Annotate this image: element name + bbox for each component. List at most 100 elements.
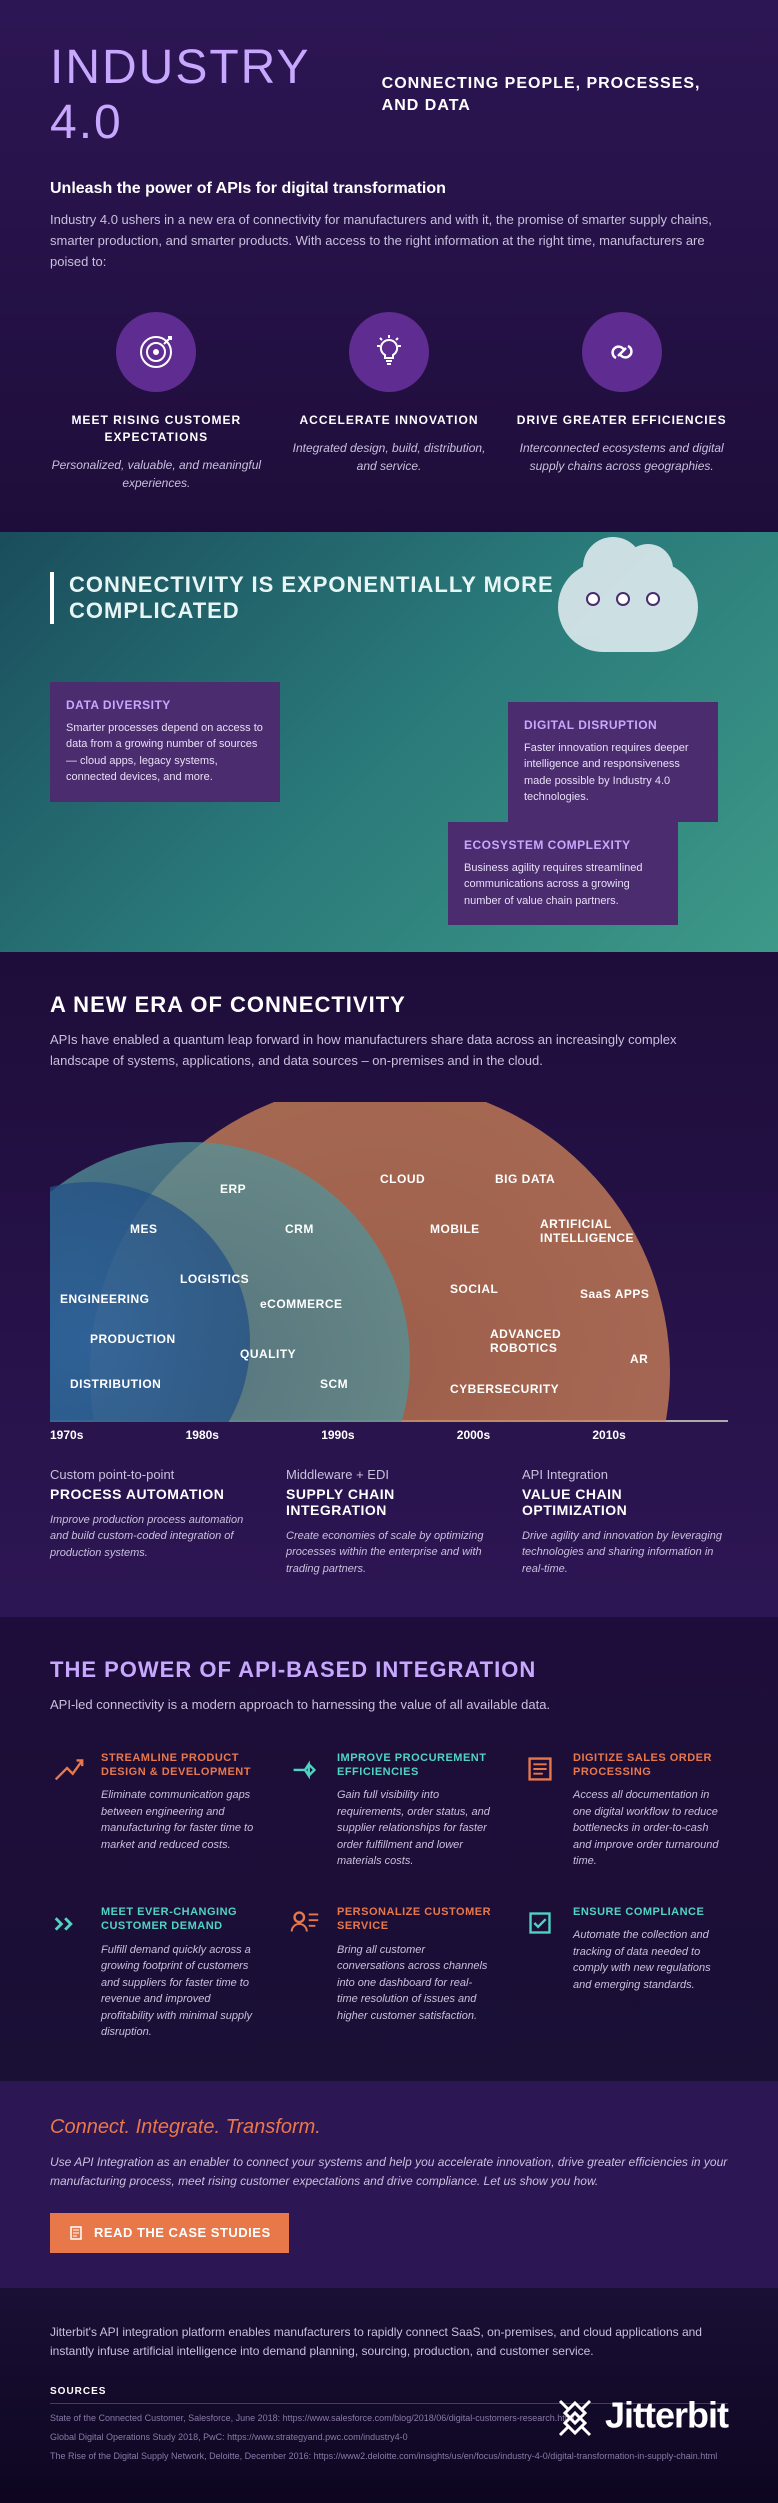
era-name: VALUE CHAIN OPTIMIZATION: [522, 1486, 728, 1518]
venn-label: SaaS APPS: [580, 1287, 649, 1301]
logo-mark-icon: [550, 2393, 600, 2443]
benefit-title: IMPROVE PROCUREMENT EFFICIENCIES: [337, 1751, 492, 1780]
jitterbit-logo: Jitterbit: [550, 2393, 728, 2443]
venn-labels: ENGINEERING PRODUCTION DISTRIBUTION MES …: [50, 1102, 728, 1422]
info-box-title: DIGITAL DISRUPTION: [524, 718, 702, 732]
venn-label: ENGINEERING: [60, 1292, 150, 1306]
venn-label: CYBERSECURITY: [450, 1382, 559, 1396]
benefit-desc: Gain full visibility into requirements, …: [337, 1787, 492, 1870]
venn-label: ERP: [220, 1182, 246, 1196]
venn-label: CRM: [285, 1222, 314, 1236]
benefit-desc: Fulfill demand quickly across a growing …: [101, 1942, 256, 2041]
read-case-studies-button[interactable]: READ THE CASE STUDIES: [50, 2213, 289, 2253]
subtitle: Unleash the power of APIs for digital tr…: [50, 180, 728, 198]
era-sub: API Integration: [522, 1467, 728, 1482]
benefit-icon: [50, 1751, 86, 1787]
lightbulb-icon: [349, 312, 429, 392]
benefit-icon: [286, 1751, 322, 1787]
target-icon: [116, 312, 196, 392]
venn-label: ADVANCED ROBOTICS: [490, 1327, 580, 1355]
era-columns: Custom point-to-point PROCESS AUTOMATION…: [50, 1467, 728, 1578]
venn-label: ARTIFICIAL INTELLIGENCE: [540, 1217, 640, 1245]
venn-label: SOCIAL: [450, 1282, 498, 1296]
info-box-text: Business agility requires streamlined co…: [464, 860, 662, 910]
benefit-title: MEET EVER-CHANGING CUSTOMER DEMAND: [101, 1905, 256, 1934]
venn-diagram: ENGINEERING PRODUCTION DISTRIBUTION MES …: [50, 1102, 728, 1422]
benefit-icon: [522, 1905, 558, 1941]
benefit-icon: [50, 1905, 86, 1941]
logo-text: Jitterbit: [605, 2395, 728, 2436]
era-section: A NEW ERA OF CONNECTIVITY APIs have enab…: [0, 952, 778, 1617]
era-name: PROCESS AUTOMATION: [50, 1486, 256, 1502]
era-sub: Middleware + EDI: [286, 1467, 492, 1482]
benefit-title: STREAMLINE PRODUCT DESIGN & DEVELOPMENT: [101, 1751, 256, 1780]
pillar-desc: Interconnected ecosystems and digital su…: [515, 439, 728, 475]
benefit-desc: Access all documentation in one digital …: [573, 1787, 728, 1870]
venn-label: QUALITY: [240, 1347, 296, 1361]
venn-label: MES: [130, 1222, 158, 1236]
timeline: 1970s 1980s 1990s 2000s 2010s: [50, 1420, 728, 1442]
pillars-row: MEET RISING CUSTOMER EXPECTATIONS Person…: [50, 312, 728, 492]
header-section: INDUSTRY 4.0 CONNECTING PEOPLE, PROCESSE…: [0, 0, 778, 532]
source-item: The Rise of the Digital Supply Network, …: [50, 2450, 728, 2463]
venn-label: AR: [630, 1352, 648, 1366]
venn-label: LOGISTICS: [180, 1272, 249, 1286]
benefit-title: PERSONALIZE CUSTOMER SERVICE: [337, 1905, 492, 1934]
benefit-title: DIGITIZE SALES ORDER PROCESSING: [573, 1751, 728, 1780]
timeline-decade: 1970s: [50, 1428, 186, 1442]
benefit-icon: [286, 1905, 322, 1941]
era-col-supply: Middleware + EDI SUPPLY CHAIN INTEGRATIO…: [286, 1467, 492, 1578]
chain-icon: [582, 312, 662, 392]
timeline-decade: 1980s: [186, 1428, 322, 1442]
venn-label: SCM: [320, 1377, 348, 1391]
benefit-item: MEET EVER-CHANGING CUSTOMER DEMAND Fulfil…: [50, 1905, 256, 2041]
venn-label: DISTRIBUTION: [70, 1377, 161, 1391]
timeline-decade: 2010s: [592, 1428, 728, 1442]
document-icon: [68, 2225, 84, 2241]
intro-text: Industry 4.0 ushers in a new era of conn…: [50, 210, 728, 272]
benefit-desc: Eliminate communication gaps between eng…: [101, 1787, 256, 1853]
cta-text: Use API Integration as an enabler to con…: [50, 2153, 728, 2191]
pillar-title: MEET RISING CUSTOMER EXPECTATIONS: [50, 412, 263, 446]
benefit-item: DIGITIZE SALES ORDER PROCESSING Access al…: [522, 1751, 728, 1870]
venn-label: PRODUCTION: [90, 1332, 176, 1346]
title-row: INDUSTRY 4.0 CONNECTING PEOPLE, PROCESSE…: [50, 40, 728, 150]
benefit-icon: [522, 1751, 558, 1787]
cloud-nodes-icon: [578, 592, 668, 611]
timeline-decade: 2000s: [457, 1428, 593, 1442]
connectivity-section: CONNECTIVITY IS EXPONENTIALLY MORE COMPL…: [0, 532, 778, 952]
venn-label: CLOUD: [380, 1172, 425, 1186]
main-title: INDUSTRY 4.0: [50, 40, 342, 150]
info-box-text: Smarter processes depend on access to da…: [66, 720, 264, 786]
info-box-data-diversity: DATA DIVERSITY Smarter processes depend …: [50, 682, 280, 802]
benefit-grid: STREAMLINE PRODUCT DESIGN & DEVELOPMENT E…: [50, 1751, 728, 2041]
era-col-process: Custom point-to-point PROCESS AUTOMATION…: [50, 1467, 256, 1578]
era-col-value: API Integration VALUE CHAIN OPTIMIZATION…: [522, 1467, 728, 1578]
era-desc: Improve production process automation an…: [50, 1512, 256, 1562]
cta-section: Connect. Integrate. Transform. Use API I…: [0, 2081, 778, 2288]
benefit-desc: Automate the collection and tracking of …: [573, 1927, 728, 1993]
era-name: SUPPLY CHAIN INTEGRATION: [286, 1486, 492, 1518]
era-intro: APIs have enabled a quantum leap forward…: [50, 1030, 728, 1072]
cta-title: Connect. Integrate. Transform.: [50, 2116, 728, 2139]
timeline-decade: 1990s: [321, 1428, 457, 1442]
pillar-title: DRIVE GREATER EFFICIENCIES: [515, 412, 728, 429]
pillar-efficiencies: DRIVE GREATER EFFICIENCIES Interconnecte…: [515, 312, 728, 492]
power-title: THE POWER OF API-BASED INTEGRATION: [50, 1657, 728, 1683]
info-box-title: ECOSYSTEM COMPLEXITY: [464, 838, 662, 852]
era-desc: Create economies of scale by optimizing …: [286, 1528, 492, 1578]
cta-button-label: READ THE CASE STUDIES: [94, 2225, 271, 2240]
era-desc: Drive agility and innovation by leveragi…: [522, 1528, 728, 1578]
benefit-title: ENSURE COMPLIANCE: [573, 1905, 728, 1919]
footer-section: Jitterbit's API integration platform ena…: [0, 2288, 778, 2503]
pillar-desc: Personalized, valuable, and meaningful e…: [50, 456, 263, 492]
era-sub: Custom point-to-point: [50, 1467, 256, 1482]
venn-label: BIG DATA: [495, 1172, 555, 1186]
benefit-item: IMPROVE PROCUREMENT EFFICIENCIES Gain ful…: [286, 1751, 492, 1870]
venn-label: MOBILE: [430, 1222, 480, 1236]
pillar-desc: Integrated design, build, distribution, …: [283, 439, 496, 475]
power-intro: API-led connectivity is a modern approac…: [50, 1695, 728, 1716]
info-box-digital-disruption: DIGITAL DISRUPTION Faster innovation req…: [508, 702, 718, 822]
benefit-item: STREAMLINE PRODUCT DESIGN & DEVELOPMENT E…: [50, 1751, 256, 1870]
venn-label: eCOMMERCE: [260, 1297, 343, 1311]
